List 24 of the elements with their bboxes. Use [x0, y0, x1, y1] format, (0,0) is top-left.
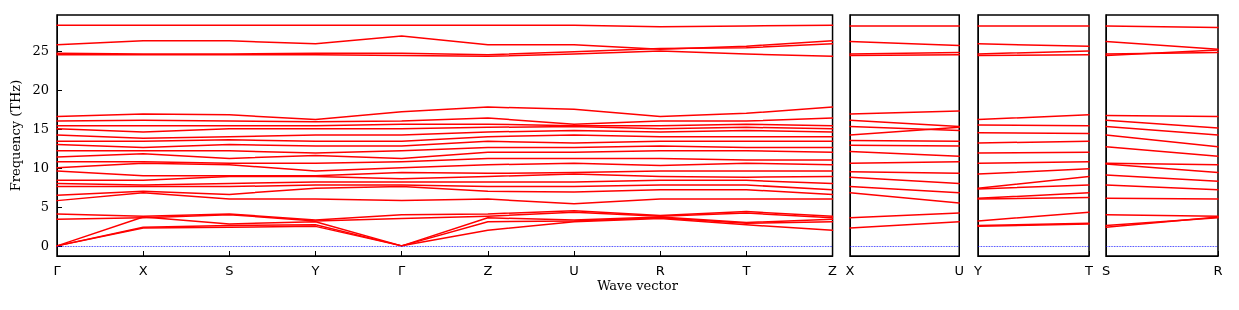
x-tick-label: U [569, 263, 579, 278]
x-tick-label: Y [973, 263, 983, 278]
x-tick-label: U [954, 263, 964, 278]
y-tick-label: 15 [32, 121, 49, 137]
x-tick-label: Γ [53, 263, 62, 278]
x-tick-label: Y [310, 263, 320, 278]
x-tick-label: S [225, 263, 234, 278]
x-tick-label: X [138, 263, 148, 278]
x-tick-label: T [1084, 263, 1094, 278]
y-tick-label: 0 [40, 238, 49, 254]
y-tick-label: 20 [32, 82, 49, 98]
y-tick-label: 25 [32, 43, 49, 59]
x-tick-label: R [1213, 263, 1223, 278]
x-tick-label: X [845, 263, 855, 278]
y-tick-label: 5 [40, 199, 49, 215]
x-tick-label: R [655, 263, 665, 278]
x-tick-label: T [741, 263, 751, 278]
y-tick-label: 10 [32, 160, 49, 176]
x-tick-label: Z [483, 263, 493, 278]
y-axis-title: Frequency (THz) [7, 79, 23, 192]
x-axis-title: Wave vector [596, 278, 679, 293]
x-tick-label: Γ [398, 263, 407, 278]
x-tick-label: Z [828, 263, 838, 278]
x-tick-label: S [1101, 263, 1111, 278]
